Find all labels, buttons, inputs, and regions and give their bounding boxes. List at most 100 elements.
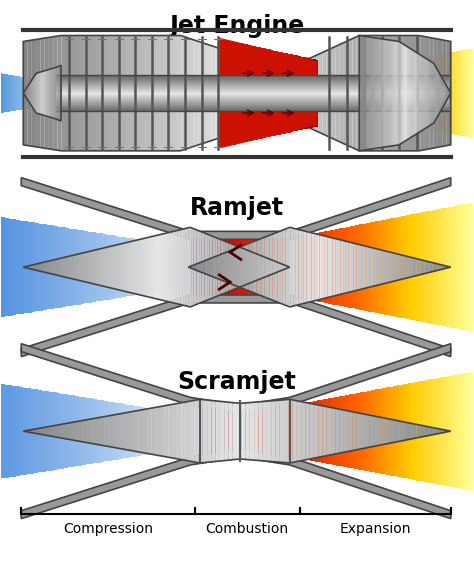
Polygon shape: [389, 40, 390, 146]
Text: Ramjet: Ramjet: [190, 196, 284, 219]
Bar: [269, 405, 271, 457]
Polygon shape: [191, 265, 193, 269]
Bar: [285, 53, 288, 133]
Bar: [343, 395, 345, 467]
Bar: [210, 232, 213, 303]
Bar: [290, 54, 293, 132]
Bar: [447, 376, 449, 486]
Polygon shape: [378, 35, 383, 151]
Bar: [274, 405, 277, 457]
Bar: [462, 373, 464, 489]
Polygon shape: [135, 35, 139, 151]
Bar: [444, 208, 446, 327]
Bar: [28, 78, 29, 108]
Bar: [238, 405, 241, 457]
Polygon shape: [412, 424, 417, 439]
Bar: [317, 233, 319, 302]
Polygon shape: [328, 237, 330, 298]
Polygon shape: [284, 58, 288, 128]
Bar: [82, 397, 86, 465]
Bar: [428, 211, 430, 323]
Bar: [463, 50, 465, 136]
Polygon shape: [79, 35, 83, 151]
Bar: [402, 61, 404, 125]
Polygon shape: [371, 37, 372, 149]
Bar: [243, 44, 246, 142]
Bar: [368, 223, 370, 312]
Bar: [462, 204, 464, 330]
Polygon shape: [218, 239, 220, 296]
Polygon shape: [369, 247, 372, 287]
Bar: [33, 79, 34, 108]
Polygon shape: [367, 36, 368, 149]
Polygon shape: [246, 243, 249, 291]
Bar: [417, 58, 418, 127]
Bar: [209, 405, 211, 457]
Bar: [178, 413, 182, 449]
Polygon shape: [416, 52, 417, 134]
Bar: [385, 65, 386, 122]
Bar: [469, 49, 470, 137]
Bar: [391, 64, 392, 123]
Polygon shape: [399, 41, 400, 145]
Polygon shape: [196, 263, 199, 271]
Bar: [450, 53, 452, 134]
Polygon shape: [122, 243, 125, 291]
Polygon shape: [425, 261, 427, 274]
Bar: [462, 50, 463, 136]
Bar: [23, 77, 24, 109]
Bar: [273, 50, 276, 136]
Bar: [1, 74, 2, 113]
Polygon shape: [447, 87, 448, 100]
Bar: [51, 82, 52, 105]
Bar: [175, 245, 179, 288]
Polygon shape: [190, 39, 194, 148]
Bar: [406, 384, 408, 478]
Polygon shape: [83, 420, 87, 443]
Bar: [392, 386, 395, 476]
Polygon shape: [442, 77, 443, 109]
Polygon shape: [104, 416, 109, 446]
Polygon shape: [311, 233, 314, 302]
Polygon shape: [438, 428, 442, 434]
Polygon shape: [196, 230, 199, 305]
Polygon shape: [383, 250, 385, 284]
Polygon shape: [264, 236, 267, 298]
Bar: [433, 56, 434, 131]
Bar: [384, 388, 386, 474]
Bar: [24, 221, 28, 313]
Bar: [40, 80, 41, 107]
Polygon shape: [47, 261, 50, 273]
Bar: [54, 82, 55, 104]
Polygon shape: [62, 35, 66, 151]
Bar: [193, 232, 195, 303]
Bar: [426, 57, 427, 129]
Bar: [415, 59, 417, 127]
Bar: [79, 397, 82, 466]
Bar: [420, 58, 421, 128]
Polygon shape: [57, 424, 62, 438]
Bar: [56, 85, 449, 86]
Bar: [291, 405, 293, 457]
Polygon shape: [207, 234, 210, 300]
Polygon shape: [45, 38, 49, 149]
Polygon shape: [164, 233, 167, 302]
Polygon shape: [126, 35, 130, 151]
Polygon shape: [410, 49, 411, 138]
Polygon shape: [121, 35, 126, 151]
Bar: [442, 54, 443, 133]
Polygon shape: [409, 47, 410, 139]
Bar: [195, 232, 198, 303]
Bar: [56, 81, 449, 82]
Polygon shape: [322, 406, 327, 456]
Polygon shape: [139, 410, 143, 453]
Bar: [127, 405, 130, 458]
Bar: [134, 406, 137, 457]
Polygon shape: [362, 245, 364, 289]
Polygon shape: [114, 245, 117, 290]
Polygon shape: [288, 400, 292, 463]
Polygon shape: [117, 413, 121, 449]
Bar: [466, 204, 468, 331]
Polygon shape: [215, 256, 217, 278]
Polygon shape: [438, 71, 439, 116]
